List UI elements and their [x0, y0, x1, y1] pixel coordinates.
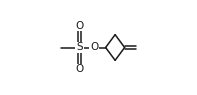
Text: O: O [90, 42, 98, 53]
Text: S: S [76, 42, 83, 53]
Text: O: O [75, 21, 84, 31]
Text: O: O [75, 64, 84, 74]
